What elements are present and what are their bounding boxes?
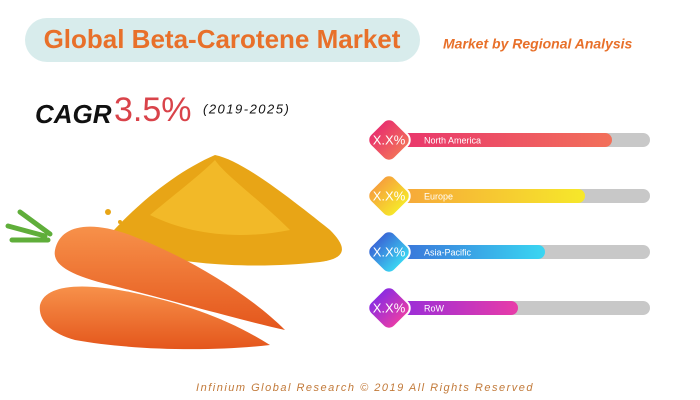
bar-fill (380, 245, 545, 259)
region-row: X.X% Asia-Pacific (367, 230, 650, 274)
region-row: X.X% North America (367, 118, 650, 162)
title-pill (25, 18, 420, 62)
bar-fill (380, 133, 612, 147)
region-name: RoW (424, 303, 445, 313)
cagr-period: (2019-2025) (203, 101, 290, 116)
badge (367, 230, 411, 274)
badge-text: X.X% (373, 188, 406, 203)
region-row: X.X% RoW (367, 286, 650, 330)
powder-illustration (105, 155, 342, 266)
cagr-label: CAGR (35, 99, 112, 129)
badge (367, 286, 411, 330)
footer: Infinium Global Research © 2019 All Righ… (196, 382, 534, 394)
bar-fill (380, 189, 585, 203)
badge (367, 174, 411, 218)
carrot-illustration (5, 209, 286, 350)
bar-fill (380, 301, 518, 315)
region-name: North America (424, 135, 481, 145)
region-name: Asia-Pacific (424, 247, 472, 257)
region-name: Europe (424, 191, 453, 201)
badge (367, 118, 411, 162)
cagr-value: 3.5% (114, 91, 192, 129)
title: Global Beta-Carotene Market (44, 24, 401, 54)
subtitle: Market by Regional Analysis (443, 36, 633, 52)
badge-text: X.X% (373, 132, 406, 147)
region-row: X.X% Europe (367, 174, 650, 218)
badge-text: X.X% (373, 244, 406, 259)
badge-text: X.X% (373, 300, 406, 315)
